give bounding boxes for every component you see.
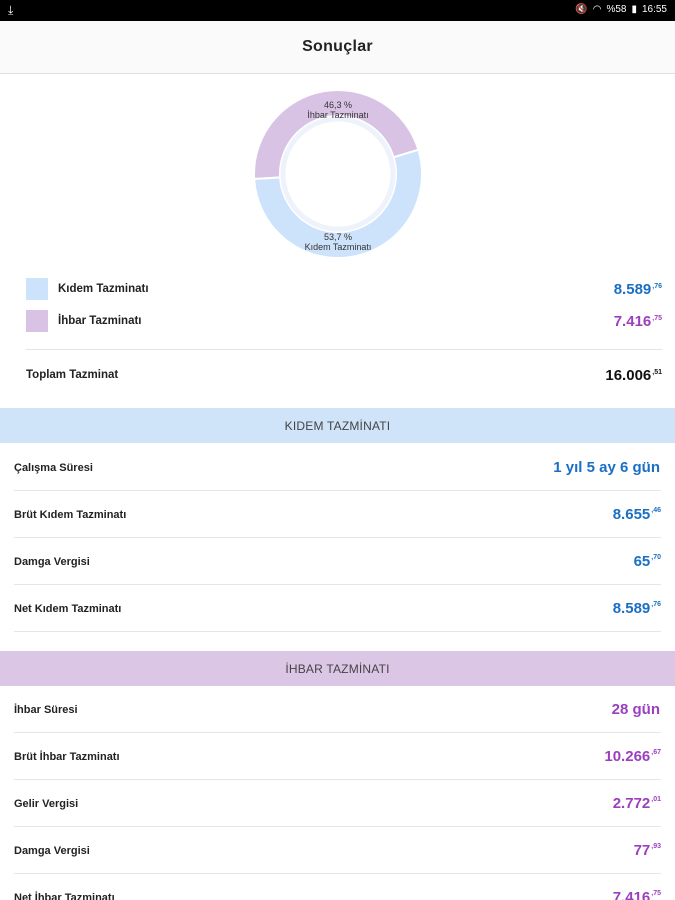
slice-name-kidem: Kıdem Tazminatı (304, 242, 372, 252)
ihbar-row-net: Net İhbar Tazminatı 7.416,75 (0, 874, 675, 900)
row-value-main: 8.655 (612, 506, 651, 523)
legend-swatch-kidem (26, 278, 48, 300)
row-divider (14, 732, 661, 733)
status-icons: 🔇 ◠ %58 ▮ 16:55 (575, 4, 667, 15)
row-label: Net Kıdem Tazminatı (14, 602, 122, 615)
row-divider (14, 826, 661, 827)
legend-value-kidem-main: 8.589 (613, 280, 652, 298)
row-value-main: 77 (633, 842, 651, 859)
row-divider (14, 584, 661, 585)
row-value-dec: ,01 (651, 796, 661, 803)
ihbar-row-gelir: Gelir Vergisi 2.772,01 (0, 780, 675, 827)
legend-label-kidem: Kıdem Tazminatı (58, 283, 149, 295)
row-value-main: 2.772 (612, 795, 651, 812)
row-value: 65,70 (634, 538, 661, 585)
battery-percent: %58 (606, 4, 627, 15)
donut-hole (286, 122, 390, 226)
download-icon: ⤓ (8, 3, 14, 17)
row-label: Brüt Kıdem Tazminatı (14, 508, 127, 521)
row-value: 2.772,01 (613, 780, 661, 827)
legend-value-ihbar: 7.416,75 (614, 313, 662, 330)
kidem-row-brut: Brüt Kıdem Tazminatı 8.655,46 (0, 491, 675, 538)
wifi-icon: ◠ (592, 4, 602, 15)
legend-swatch-ihbar (26, 310, 48, 332)
row-value-dec: ,76 (651, 601, 661, 608)
total-value-dec: ,51 (652, 368, 662, 376)
donut-svg (253, 89, 423, 259)
row-value-dec: ,93 (651, 843, 661, 850)
row-label: Damga Vergisi (14, 844, 90, 857)
row-value-main: 28 gün (611, 701, 660, 718)
ihbar-row-brut: Brüt İhbar Tazminatı 10.266,67 (0, 733, 675, 780)
slice-percent-ihbar: 46,3 % (323, 100, 353, 110)
row-value: 8.589,76 (613, 585, 661, 632)
total-value-main: 16.006 (605, 366, 652, 384)
row-value: 8.655,46 (613, 491, 661, 538)
kidem-row-net: Net Kıdem Tazminatı 8.589,76 (0, 585, 675, 632)
row-value-main: 1 yıl 5 ay 6 gün (553, 459, 660, 476)
legend-value-kidem-dec: ,76 (652, 282, 662, 290)
legend-value-ihbar-main: 7.416 (613, 312, 652, 330)
ihbar-row-damga: Damga Vergisi 77,93 (0, 827, 675, 874)
row-value: 28 gün (612, 686, 661, 733)
row-label: Brüt İhbar Tazminatı (14, 750, 120, 763)
row-value: 7.416,75 (613, 874, 661, 900)
row-divider (14, 537, 661, 538)
status-bar: ⤓ 🔇 ◠ %58 ▮ 16:55 (0, 0, 675, 21)
donut-slice-0 (253, 89, 420, 181)
section-header-ihbar: İHBAR TAZMİNATI (0, 651, 675, 686)
clock: 16:55 (641, 4, 667, 15)
row-label: İhbar Süresi (14, 703, 78, 716)
total-label: Toplam Tazminat (26, 369, 119, 381)
row-divider (14, 873, 661, 874)
row-value-dec: ,46 (651, 507, 661, 514)
page-title: Sonuçlar (302, 38, 373, 55)
app-bar: Sonuçlar (0, 21, 675, 74)
legend-value-kidem: 8.589,76 (614, 281, 662, 298)
row-label: Gelir Vergisi (14, 797, 79, 810)
legend-item-kidem: Kıdem Tazminatı 8.589,76 (26, 277, 662, 301)
row-value-main: 7.416 (612, 889, 651, 900)
total-value: 16.006,51 (605, 367, 662, 384)
section-header-kidem: KIDEM TAZMİNATI (0, 408, 675, 443)
donut-inner-ring (280, 116, 396, 232)
total-row: Toplam Tazminat 16.006,51 (26, 362, 662, 388)
ihbar-row-sure: İhbar Süresi 28 gün (0, 686, 675, 733)
donut-slice-1 (253, 148, 423, 259)
mute-icon: 🔇 (575, 4, 588, 15)
row-value-dec: ,75 (651, 890, 661, 897)
row-value: 1 yıl 5 ay 6 gün (553, 444, 661, 491)
row-divider (14, 490, 661, 491)
kidem-row-damga: Damga Vergisi 65,70 (0, 538, 675, 585)
slice-percent-kidem: 53,7 % (323, 232, 353, 242)
row-value-main: 65 (633, 553, 651, 570)
slice-label-kidem: 53,7 % Kıdem Tazminatı (278, 232, 398, 252)
donut-chart: 46,3 % İhbar Tazminatı 53,7 % Kıdem Tazm… (238, 84, 438, 264)
row-value-dec: ,70 (651, 554, 661, 561)
slice-label-ihbar: 46,3 % İhbar Tazminatı (278, 100, 398, 120)
row-value: 10.266,67 (604, 733, 661, 780)
row-value-main: 8.589 (612, 600, 651, 617)
row-value: 77,93 (634, 827, 661, 874)
row-label: Net İhbar Tazminatı (14, 891, 115, 900)
legend-value-ihbar-dec: ,75 (652, 314, 662, 322)
row-value-dec: ,67 (651, 749, 661, 756)
row-divider (14, 779, 661, 780)
legend-item-ihbar: İhbar Tazminatı 7.416,75 (26, 309, 662, 333)
row-value-main: 10.266 (604, 748, 651, 765)
row-divider (14, 631, 661, 632)
row-label: Çalışma Süresi (14, 461, 93, 474)
kidem-row-calisma-suresi: Çalışma Süresi 1 yıl 5 ay 6 gün (0, 444, 675, 491)
legend-label-ihbar: İhbar Tazminatı (58, 315, 142, 327)
divider (26, 349, 662, 350)
battery-icon: ▮ (631, 4, 637, 15)
slice-name-ihbar: İhbar Tazminatı (307, 110, 369, 120)
row-label: Damga Vergisi (14, 555, 90, 568)
